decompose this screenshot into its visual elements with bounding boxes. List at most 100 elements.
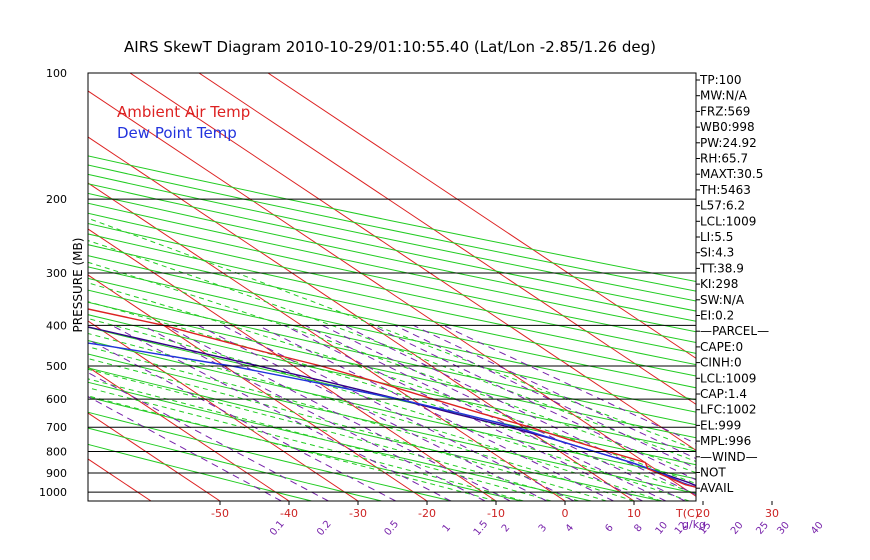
sounding-index: MW:N/A — [700, 89, 748, 103]
isotherm-line — [198, 73, 696, 405]
dry-adiabat-line — [88, 381, 592, 501]
mixing-ratio-label: 30 — [775, 520, 792, 537]
chart-title: AIRS SkewT Diagram 2010-10-29/01:10:55.4… — [124, 38, 656, 56]
bottom-temp-tick-label: -10 — [487, 507, 505, 520]
sounding-index: —PARCEL— — [700, 324, 769, 338]
mixing-ratio-line — [394, 324, 696, 469]
sounding-index: SW:N/A — [700, 293, 745, 307]
mixing-ratio-label: 0.5 — [382, 519, 401, 538]
sounding-index: MAXT:30.5 — [700, 167, 763, 181]
sounding-index: LI:5.5 — [700, 230, 733, 244]
dry-adiabat-line — [88, 212, 696, 344]
dry-adiabat-line — [88, 411, 452, 501]
bottom-temp-tick-label: -50 — [211, 507, 229, 520]
dry-adiabat-line — [88, 155, 696, 282]
sounding-index: EI:0.2 — [700, 309, 734, 323]
legend-dew-point-temp: Dew Point Temp — [117, 124, 237, 142]
dry-adiabat-line — [88, 202, 696, 333]
sounding-index: L57:6.2 — [700, 199, 745, 213]
pressure-tick-label: 700 — [46, 421, 67, 434]
moist-adiabat-line — [88, 240, 696, 463]
sounding-index: —WIND— — [700, 450, 758, 464]
pressure-tick-label: 300 — [46, 267, 67, 280]
sounding-index: LFC:1002 — [700, 403, 757, 417]
mixing-ratio-line — [111, 324, 452, 501]
isotherm-line — [88, 136, 635, 501]
mixing-ratio-line — [88, 338, 396, 501]
dry-adiabat-line — [88, 340, 696, 480]
mixing-ratio-line — [197, 324, 548, 501]
dry-adiabat-line — [88, 367, 662, 501]
mixing-ratio-line — [304, 324, 667, 501]
bottom-temp-tick-label: 10 — [627, 507, 641, 520]
mixing-ratio-line — [413, 324, 696, 460]
sounding-index: RH:65.7 — [700, 152, 748, 166]
moist-adiabat-line — [88, 261, 696, 474]
bottom-temp-tick-label: 30 — [765, 507, 779, 520]
mixing-ratio-line — [343, 324, 696, 496]
moist-adiabat-line — [88, 346, 635, 501]
isotherm-line — [88, 412, 221, 501]
mixing-ratio-line — [443, 324, 696, 445]
dry-adiabat-line — [88, 222, 696, 354]
dry-adiabat-line — [88, 244, 696, 377]
pressure-tick-label: 200 — [46, 193, 67, 206]
mixing-ratio-line — [88, 396, 282, 501]
isotherm-line — [88, 366, 290, 501]
y-axis-label: PRESSURE (MB) — [71, 238, 85, 333]
sounding-index: EL:999 — [700, 418, 741, 432]
sounding-index: TH:5463 — [699, 183, 751, 197]
isotherm-line — [267, 73, 696, 359]
sounding-index: FRZ:569 — [700, 104, 750, 118]
moist-adiabat-line — [88, 332, 662, 501]
pressure-tick-label: 600 — [46, 393, 67, 406]
isotherm-line — [0, 73, 82, 501]
dry-adiabat-line — [88, 266, 696, 401]
dry-adiabat-line — [88, 173, 696, 302]
mixing-ratio-label: 0.1 — [268, 519, 287, 538]
moist-adiabat-line — [88, 282, 696, 485]
legend-ambient-air-temp: Ambient Air Temp — [117, 103, 250, 121]
mixing-ratio-label: 8 — [632, 522, 645, 534]
pressure-tick-label: 500 — [46, 360, 67, 373]
pressure-tick-label: 900 — [46, 467, 67, 480]
dry-adiabat-line — [88, 277, 696, 413]
mixing-ratio-line — [257, 324, 614, 501]
pressure-tick-label: 100 — [46, 67, 67, 80]
mixing-ratio-label: 4 — [564, 522, 577, 534]
mixing-ratio-label: 6 — [603, 522, 616, 534]
sounding-index: SI:4.3 — [700, 246, 734, 260]
mixing-ratio-label: 40 — [809, 520, 826, 537]
dry-adiabat-line — [88, 183, 696, 312]
isotherm-line — [88, 274, 428, 501]
mixing-ratio-line — [371, 324, 696, 481]
bottom-temp-tick-label: 20 — [696, 507, 710, 520]
sounding-index: CINH:0 — [700, 356, 742, 370]
mixing-ratio-line — [321, 324, 686, 501]
moist-adiabat-line — [88, 395, 497, 501]
bottom-temp-tick-label: -40 — [280, 507, 298, 520]
isotherm-line — [88, 182, 566, 501]
dry-adiabat-line — [88, 314, 696, 452]
mixing-ratio-label: 1 — [441, 522, 454, 534]
pressure-tick-label: 400 — [46, 319, 67, 332]
mixing-ratio-label: 20 — [729, 520, 746, 537]
dry-adiabat-line — [88, 192, 696, 322]
mixing-ratio-label: 0.2 — [315, 519, 334, 538]
isotherm-line — [0, 73, 13, 501]
sounding-index: LCL:1009 — [700, 214, 756, 228]
bottom-temp-tick-label: -30 — [349, 507, 367, 520]
mixing-ratio-label: 3 — [537, 522, 550, 534]
mixing-ratio-label: 2 — [500, 522, 513, 534]
mixing-ratio-label: 1.5 — [472, 519, 491, 538]
dry-adiabat-line — [88, 427, 382, 501]
sounding-index: TT:38.9 — [699, 261, 744, 275]
moist-adiabat-line — [88, 387, 524, 501]
dry-adiabat-line — [88, 289, 696, 426]
sounding-index: MPL:996 — [700, 434, 751, 448]
plot-frame — [87, 72, 697, 502]
dry-adiabat-line — [88, 233, 696, 366]
sounding-index: CAP:1.4 — [700, 387, 747, 401]
dewpoint-profile-line — [88, 342, 696, 489]
